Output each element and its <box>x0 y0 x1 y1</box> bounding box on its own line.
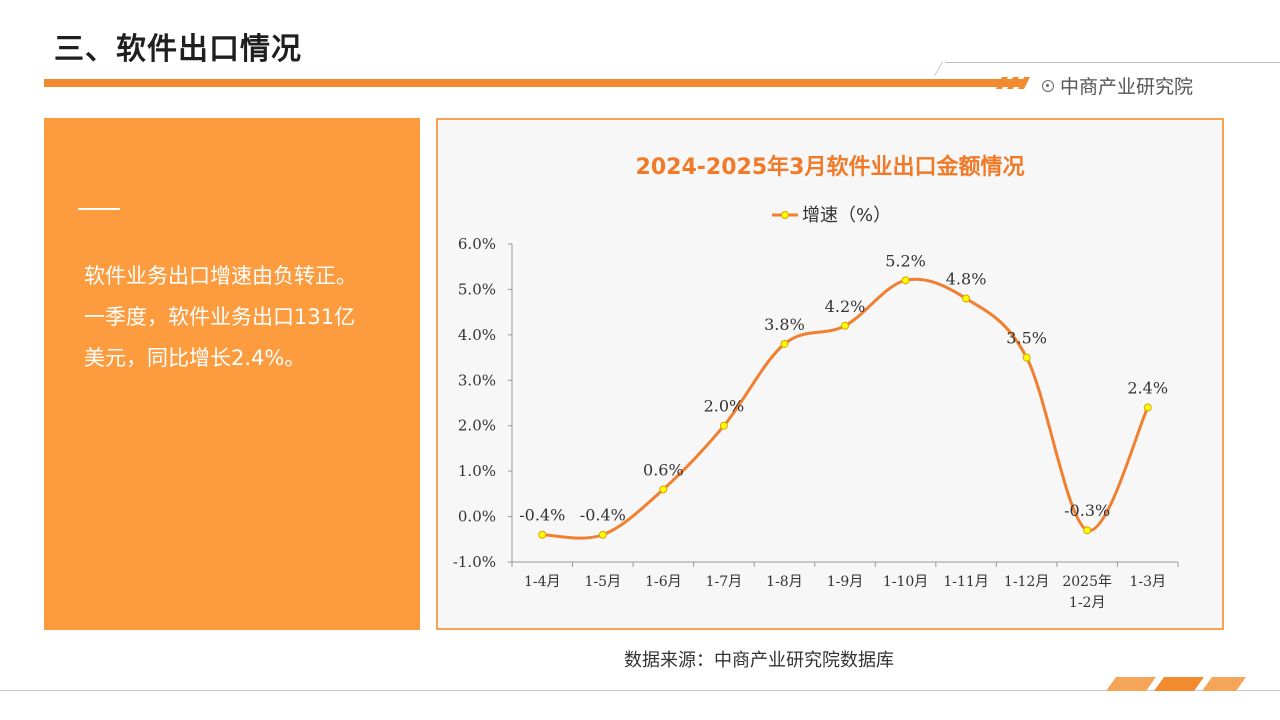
data-label: 3.5% <box>1006 329 1047 348</box>
series-line <box>542 277 1150 540</box>
x-tick-label: 1-5月 <box>585 574 622 590</box>
data-point <box>780 339 789 348</box>
y-tick-label: 1.0% <box>458 462 496 480</box>
legend: 增速（%） <box>772 205 891 226</box>
data-source: 数据来源：中商产业研究院数据库 <box>624 650 894 671</box>
summary-dash <box>78 208 120 210</box>
x-tick-label: 1-12月 <box>1004 574 1049 590</box>
y-tick-label: 5.0% <box>458 280 496 298</box>
y-tick-label: 3.0% <box>458 371 496 389</box>
page-title: 三、软件出口情况 <box>54 32 302 67</box>
legend-marker-swatch <box>781 211 789 219</box>
data-point <box>598 530 607 539</box>
data-point <box>962 294 971 303</box>
data-label: 2.0% <box>704 397 745 416</box>
x-tick-label: 1-11月 <box>943 574 988 590</box>
x-tick-label: 1-2月 <box>1069 595 1106 611</box>
data-label: -0.3% <box>1064 501 1110 520</box>
y-tick-label: 2.0% <box>458 417 496 435</box>
x-tick-label: 1-4月 <box>524 574 561 590</box>
x-tick-label: 2025年 <box>1062 574 1112 590</box>
header-rule-slash <box>933 62 944 76</box>
title-bar-stripes <box>996 77 1030 89</box>
y-tick-label: 4.0% <box>458 326 496 344</box>
x-tick-label: 1-9月 <box>827 574 864 590</box>
y-tick-label: 6.0% <box>458 235 496 253</box>
data-label: 5.2% <box>885 251 926 270</box>
data-label: -0.4% <box>519 506 565 525</box>
title-underline-bar <box>44 79 1024 87</box>
data-point <box>1022 353 1031 362</box>
x-tick-label: 1-6月 <box>645 574 682 590</box>
summary-line-3: 美元，同比增长2.4%。 <box>84 346 306 370</box>
data-label: 4.2% <box>825 297 866 316</box>
data-label: 3.8% <box>764 315 805 334</box>
data-point <box>659 485 668 494</box>
chart-container: 2024-2025年3月软件业出口金额情况 增速（%） -1.0% 0.0% 1.0… <box>436 118 1224 630</box>
data-point <box>1143 403 1152 412</box>
data-point <box>1083 526 1092 535</box>
summary-panel: 软件业务出口增速由负转正。 一季度，软件业务出口131亿 美元，同比增长2.4%… <box>44 118 420 630</box>
brand: 中商产业研究院 <box>1042 72 1193 99</box>
chart-title: 2024-2025年3月软件业出口金额情况 <box>636 154 1025 180</box>
legend-label: 增速（%） <box>802 205 891 226</box>
data-point <box>841 321 849 330</box>
summary-text: 软件业务出口增速由负转正。 一季度，软件业务出口131亿 美元，同比增长2.4%… <box>84 256 414 379</box>
x-tick-label: 1-3月 <box>1129 574 1166 590</box>
data-label: -0.4% <box>580 506 626 525</box>
data-label: 0.6% <box>643 460 684 479</box>
x-tick-label: 1-8月 <box>766 574 803 590</box>
data-label: 2.4% <box>1127 379 1168 398</box>
y-tick-label: -1.0% <box>453 553 496 571</box>
footer-rule <box>0 690 1280 691</box>
data-label: 4.8% <box>946 270 987 289</box>
target-icon <box>1042 79 1054 92</box>
y-tick-label: 0.0% <box>458 508 496 526</box>
line-chart: 2024-2025年3月软件业出口金额情况 增速（%） -1.0% 0.0% 1.0… <box>453 154 1179 611</box>
data-point <box>538 530 547 539</box>
footer-stripes <box>1106 677 1246 691</box>
summary-line-2: 一季度，软件业务出口131亿 <box>84 305 356 329</box>
plot-area: -1.0% 0.0% 1.0% 2.0% 3.0% 4.0% 5.0% 6.0% 1-4月 1-5… <box>453 235 1179 611</box>
header-rule <box>945 62 1280 63</box>
summary-line-1: 软件业务出口增速由负转正。 <box>84 264 357 288</box>
x-tick-label: 1-10月 <box>883 574 928 590</box>
x-tick-label: 1-7月 <box>706 574 743 590</box>
brand-name: 中商产业研究院 <box>1060 76 1194 98</box>
data-point <box>901 276 910 285</box>
data-point <box>719 421 728 430</box>
